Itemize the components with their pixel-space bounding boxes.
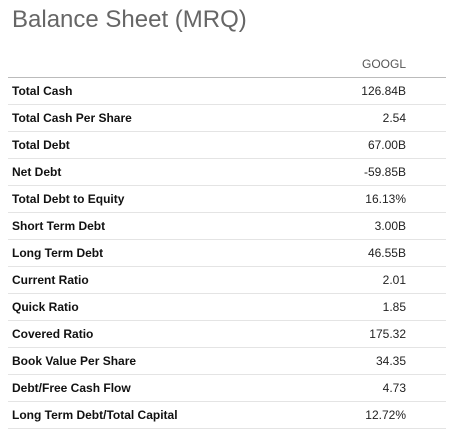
table-row: Quick Ratio 1.85 bbox=[8, 293, 446, 321]
row-label: Long Term Debt/Total Capital bbox=[8, 401, 322, 429]
table-row: Total Debt to Equity 16.13% bbox=[8, 185, 446, 213]
table-row: Long Term Debt/Total Capital 12.72% bbox=[8, 401, 446, 429]
row-label: Debt/Free Cash Flow bbox=[8, 374, 322, 402]
row-value: 67.00B bbox=[322, 131, 446, 159]
row-value: 34.35 bbox=[322, 347, 446, 375]
row-label: Current Ratio bbox=[8, 266, 322, 294]
row-value: 12.72% bbox=[322, 401, 446, 429]
row-label: Book Value Per Share bbox=[8, 347, 322, 375]
row-value: 46.55B bbox=[322, 239, 446, 267]
table-row: Long Term Debt 46.55B bbox=[8, 239, 446, 267]
row-value: 4.73 bbox=[322, 374, 446, 402]
row-label: Total Debt bbox=[8, 131, 322, 159]
row-label: Total Cash bbox=[8, 77, 322, 105]
row-value: 2.01 bbox=[322, 266, 446, 294]
row-value: 3.00B bbox=[322, 212, 446, 240]
row-value: 175.32 bbox=[322, 320, 446, 348]
header-row: GOOGL bbox=[8, 50, 446, 78]
row-label: Long Term Debt bbox=[8, 239, 322, 267]
row-label: Total Debt to Equity bbox=[8, 185, 322, 213]
row-label: Quick Ratio bbox=[8, 293, 322, 321]
row-label: Short Term Debt bbox=[8, 212, 322, 240]
table-row: Total Cash Per Share 2.54 bbox=[8, 104, 446, 132]
corner-cell bbox=[8, 50, 322, 78]
table-row: Total Debt 67.00B bbox=[8, 131, 446, 159]
balance-sheet-table: GOOGL Total Cash 126.84B Total Cash Per Sh… bbox=[8, 50, 446, 429]
row-label: Total Cash Per Share bbox=[8, 104, 322, 132]
table-row: Debt/Free Cash Flow 4.73 bbox=[8, 374, 446, 402]
table-row: Covered Ratio 175.32 bbox=[8, 320, 446, 348]
table-row: Book Value Per Share 34.35 bbox=[8, 347, 446, 375]
table-row: Short Term Debt 3.00B bbox=[8, 212, 446, 240]
table-row: Total Cash 126.84B bbox=[8, 77, 446, 105]
table-row: Net Debt -59.85B bbox=[8, 158, 446, 186]
row-value: 1.85 bbox=[322, 293, 446, 321]
row-value: 16.13% bbox=[322, 185, 446, 213]
title: Balance Sheet (MRQ) bbox=[12, 6, 247, 33]
row-label: Covered Ratio bbox=[8, 320, 322, 348]
row-label: Net Debt bbox=[8, 158, 322, 186]
column-header: GOOGL bbox=[322, 50, 446, 78]
row-value: -59.85B bbox=[322, 158, 446, 186]
row-value: 126.84B bbox=[322, 77, 446, 105]
table-body: Total Cash 126.84B Total Cash Per Share 2.5… bbox=[8, 77, 446, 429]
table-head: GOOGL bbox=[8, 50, 446, 78]
table-row: Current Ratio 2.01 bbox=[8, 266, 446, 294]
row-value: 2.54 bbox=[322, 104, 446, 132]
